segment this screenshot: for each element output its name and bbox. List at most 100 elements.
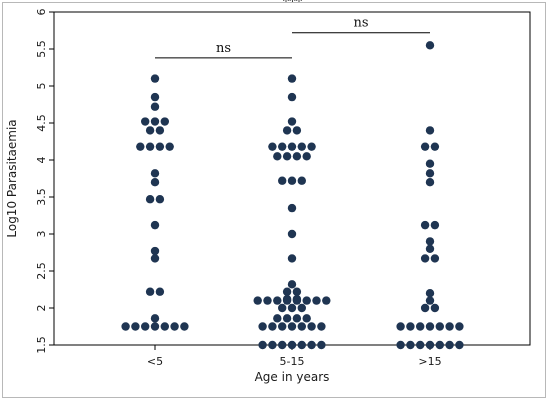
data-point <box>150 314 160 323</box>
data-point <box>263 296 272 305</box>
data-point <box>425 289 435 298</box>
data-point <box>287 74 297 83</box>
data-point <box>420 142 430 151</box>
data-point <box>287 92 297 102</box>
data-point <box>273 296 282 305</box>
data-point <box>416 340 425 350</box>
data-point <box>141 117 150 126</box>
data-point <box>141 322 150 331</box>
data-point <box>430 254 440 263</box>
data-point <box>278 340 287 350</box>
data-point <box>292 126 302 135</box>
y-tick-label: 6 <box>35 9 48 16</box>
data-point <box>287 254 297 263</box>
data-point <box>420 254 430 263</box>
chart-frame <box>2 2 546 398</box>
data-point <box>287 142 297 151</box>
data-point <box>155 287 165 296</box>
data-point <box>317 322 326 331</box>
data-point <box>282 314 292 323</box>
data-point <box>435 322 444 331</box>
data-point <box>307 142 316 151</box>
data-point <box>396 340 405 350</box>
data-point <box>268 322 277 331</box>
data-point <box>420 303 430 313</box>
data-point <box>302 314 311 323</box>
data-point <box>425 159 435 168</box>
data-point <box>150 117 160 126</box>
y-tick-label: 5.5 <box>35 40 48 58</box>
data-point <box>287 340 297 350</box>
data-point <box>150 220 160 230</box>
data-point <box>287 229 297 239</box>
data-point <box>278 176 287 185</box>
data-point <box>287 322 297 331</box>
data-point <box>406 340 415 350</box>
data-point <box>268 142 277 151</box>
data-point <box>287 117 297 126</box>
data-point <box>150 246 160 256</box>
data-point <box>160 322 169 331</box>
data-point <box>145 142 155 151</box>
data-point <box>297 142 306 151</box>
data-point <box>150 169 160 178</box>
y-tick-label: 5 <box>35 83 48 90</box>
y-tick-label: 3.5 <box>35 188 48 206</box>
data-point <box>406 322 415 331</box>
data-point <box>287 303 297 313</box>
data-point <box>155 126 165 135</box>
data-point <box>287 280 297 289</box>
data-point <box>278 142 287 151</box>
data-point <box>253 296 262 305</box>
data-point <box>155 142 165 151</box>
data-point <box>297 340 306 350</box>
data-point <box>145 287 155 296</box>
data-point <box>287 203 297 213</box>
data-point <box>425 178 435 187</box>
data-point <box>396 322 405 331</box>
data-point <box>430 142 440 151</box>
data-point <box>430 303 440 313</box>
significance-label: ns <box>353 16 368 31</box>
data-point <box>425 296 435 305</box>
data-point <box>292 152 302 161</box>
data-point <box>297 176 306 185</box>
significance-annotations: *** ns ns <box>155 0 430 59</box>
axes: 1.5 2 2.5 3 3.5 4 4.5 5 5.5 6 <5 5-15 >15 <box>35 9 531 368</box>
y-axis-title: Log10 Parasitaemia <box>5 119 19 237</box>
data-point <box>416 322 425 331</box>
data-point <box>287 176 297 185</box>
data-point <box>425 340 435 350</box>
data-point <box>297 303 306 313</box>
data-point <box>273 152 282 161</box>
x-tick-label: 5-15 <box>280 355 305 368</box>
data-point <box>180 322 189 331</box>
data-point <box>150 322 160 331</box>
data-point <box>445 322 454 331</box>
data-point <box>155 195 165 204</box>
data-point <box>292 287 302 296</box>
data-point <box>150 92 160 102</box>
data-point <box>455 340 464 350</box>
x-tick-label: <5 <box>147 355 163 368</box>
data-point <box>145 195 155 204</box>
data-point <box>258 322 267 331</box>
data-point <box>292 296 302 305</box>
data-point <box>278 322 287 331</box>
data-point <box>425 237 435 246</box>
data-point <box>160 117 169 126</box>
data-point <box>170 322 179 331</box>
data-point <box>273 314 282 323</box>
data-point <box>302 296 311 305</box>
significance-label: ns <box>216 41 231 56</box>
data-point <box>258 340 267 350</box>
data-point <box>312 296 321 305</box>
data-point <box>150 102 160 111</box>
data-point <box>136 142 145 151</box>
data-point <box>322 296 331 305</box>
data-point <box>307 340 316 350</box>
data-point <box>307 322 316 331</box>
data-point <box>282 152 292 161</box>
x-tick-label: >15 <box>418 355 441 368</box>
